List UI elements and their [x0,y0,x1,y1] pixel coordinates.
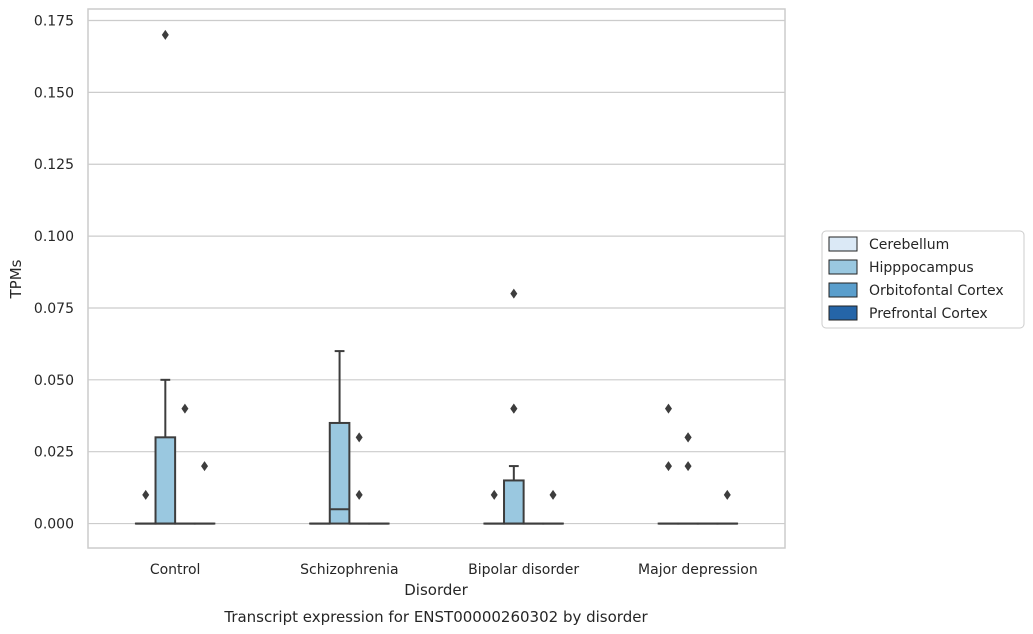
box-iqr [503,479,525,525]
box-cerebellum [657,403,680,525]
outlier-point [201,461,209,472]
box-hipppocampus [677,432,699,525]
legend-label: Hipppocampus [869,260,974,276]
box-hipppocampus [503,288,525,525]
x-tick-label: Schizophrenia [300,562,398,578]
outlier-point [181,403,189,414]
outlier-point [510,403,518,414]
box-prefrontal-cortex [193,461,216,525]
box-hipppocampus [154,29,177,525]
y-tick-label: 0.075 [34,301,74,317]
outlier-point [510,288,518,299]
outlier-point [355,432,363,443]
box-prefrontal-cortex [542,489,564,525]
outlier-point [723,489,731,500]
x-axis-ticks: Control Schizophrenia Bipolar disorder Majo… [150,562,758,578]
x-axis-label: Disorder [404,581,468,599]
y-tick-label: 0.150 [34,85,74,101]
outlier-point [684,432,692,443]
legend-swatch [828,305,858,321]
chart-title: Transcript expression for ENST0000026030… [223,608,648,626]
box-prefrontal-cortex [716,489,739,525]
box-iqr [154,436,177,525]
legend-label: Prefrontal Cortex [869,306,988,322]
x-tick-label: Bipolar disorder [468,562,579,578]
box-iqr [328,421,351,525]
legend-label: Orbitofontal Cortex [869,283,1004,299]
y-tick-label: 0.000 [34,517,74,533]
box-orbitofontal-cortex [174,403,196,525]
outlier-point [664,403,672,414]
x-tick-label: Major depression [638,562,758,578]
legend-label: Cerebellum [869,237,949,253]
outlier-point [142,489,150,500]
y-tick-label: 0.050 [34,373,74,389]
y-axis-ticks: 0.000 0.025 0.050 0.075 0.100 0.125 0.150 0.175 [34,13,74,532]
box-cerebellum [134,489,157,525]
outlier-point [490,489,498,500]
box-orbitofontal-cortex [348,432,370,525]
outlier-point [549,489,557,500]
box-cerebellum [483,489,506,525]
legend-frame [821,230,1025,329]
box-hipppocampus [328,350,351,525]
outlier-point [684,461,692,472]
x-tick-label: Control [150,562,201,578]
y-tick-label: 0.125 [34,157,74,173]
legend-swatch [828,259,858,275]
outlier-point [355,489,363,500]
legend: Cerebellum Hipppocampus Orbitofontal Corte… [821,230,1025,329]
outlier-point [664,461,672,472]
grid-lines [88,19,785,525]
outlier-point [161,29,169,40]
y-tick-label: 0.175 [34,13,74,29]
boxes [134,29,739,525]
y-tick-label: 0.100 [34,229,74,245]
legend-swatch [828,282,858,298]
y-axis-label: TPMs [7,259,25,299]
y-tick-label: 0.025 [34,445,74,461]
plot-frame [87,8,786,549]
legend-swatch [828,236,858,252]
